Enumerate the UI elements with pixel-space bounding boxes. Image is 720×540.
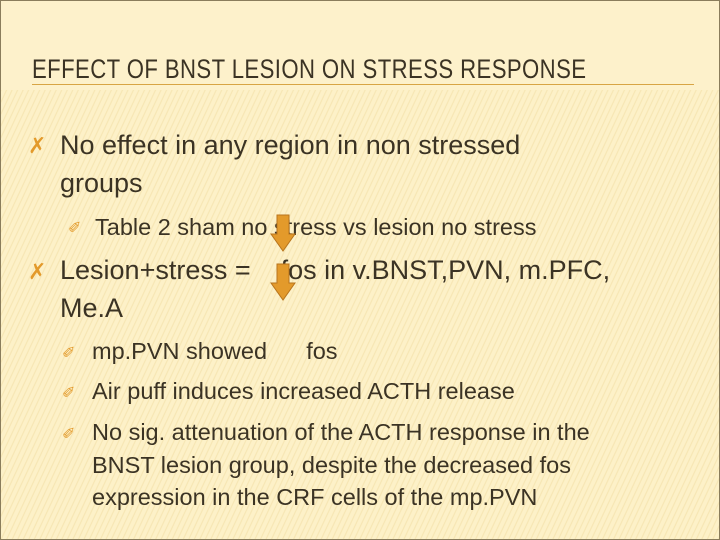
bullet-1-line-2: groups bbox=[60, 168, 143, 198]
sub-bullet-no-sig-line-1: No sig. attenuation of the ACTH response… bbox=[92, 419, 590, 445]
sub-bullet-table2: Table 2 sham no stress vs lesion no stre… bbox=[95, 214, 537, 240]
sub-bullet-no-sig-line-2: BNST lesion group, despite the decreased… bbox=[92, 452, 571, 478]
sub-bullet-air-puff: Air puff induces increased ACTH release bbox=[92, 378, 515, 404]
pen-icon: ✐ bbox=[62, 426, 76, 443]
down-arrow-icon bbox=[270, 214, 296, 252]
slide-title: EFFECT OF BNST LESION ON STRESS RESPONSE bbox=[32, 54, 587, 84]
down-arrow-icon bbox=[270, 263, 296, 301]
title-band bbox=[0, 0, 720, 90]
sub-bullet-no-sig-line-3: expression in the CRF cells of the mp.PV… bbox=[92, 484, 538, 510]
pen-icon: ✐ bbox=[68, 220, 82, 237]
title-underline bbox=[32, 84, 694, 85]
bullet-2-line-2: Me.A bbox=[60, 293, 124, 323]
pen-icon: ✐ bbox=[62, 345, 76, 362]
bullet-2-line-1: Lesion+stress = fos in v.BNST,PVN, m.PFC… bbox=[60, 255, 611, 285]
quill-x-icon: ✗ bbox=[28, 259, 47, 284]
bullet-1-line-1: No effect in any region in non stressed bbox=[60, 130, 521, 160]
sub-bullet-mppvn: mp.PVN showed fos bbox=[92, 338, 338, 364]
pen-icon: ✐ bbox=[62, 385, 76, 402]
quill-x-icon: ✗ bbox=[28, 133, 47, 158]
